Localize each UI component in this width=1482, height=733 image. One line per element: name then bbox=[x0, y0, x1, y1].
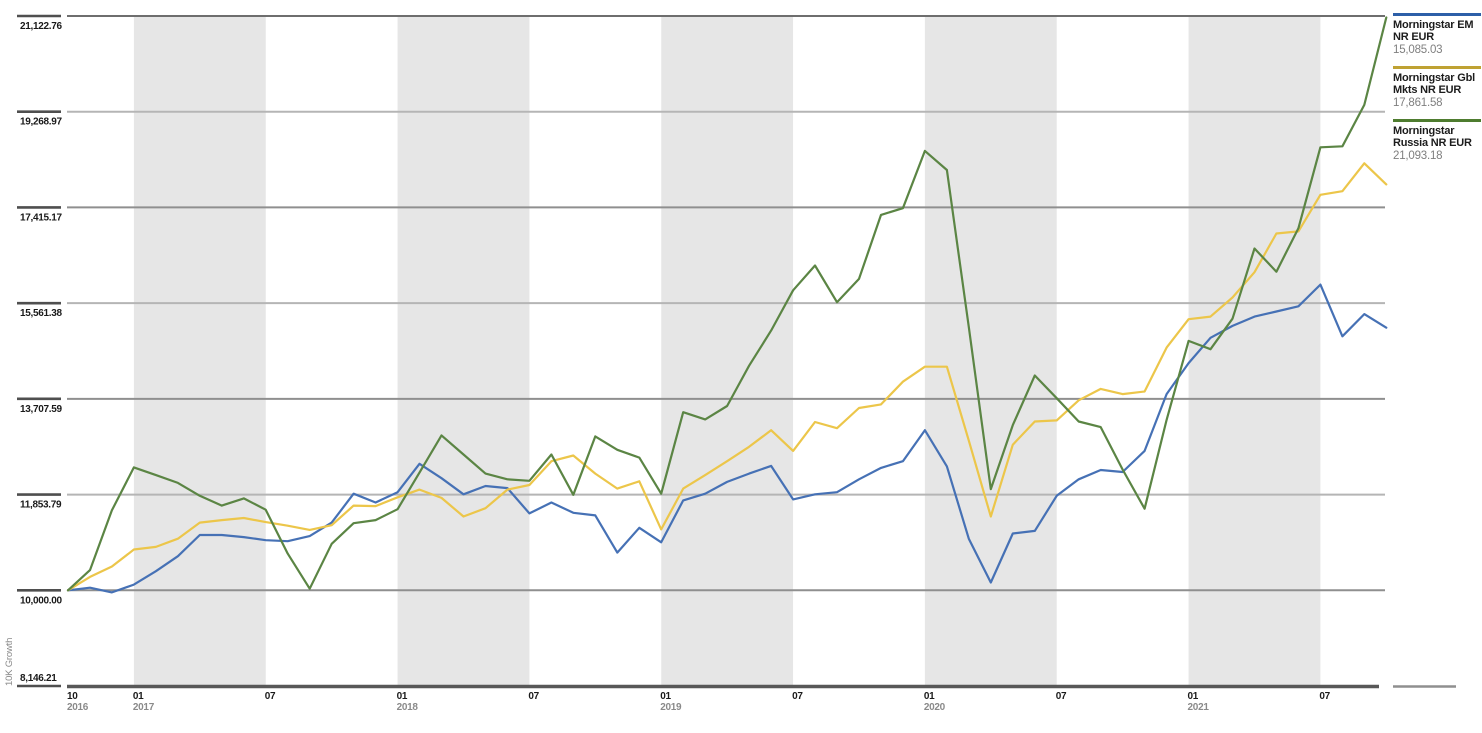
x-tick-year-label: 2020 bbox=[924, 702, 946, 713]
legend-entry-em: Morningstar EM NR EUR 15,085.03 bbox=[1393, 13, 1481, 57]
x-tick-month-label: 07 bbox=[265, 691, 276, 702]
y-tick-label: 10,000.00 bbox=[20, 595, 63, 606]
legend-series-value: 21,093.18 bbox=[1393, 150, 1443, 162]
y-tick-label: 17,415.17 bbox=[20, 212, 63, 223]
x-tick-month-label: 01 bbox=[133, 691, 144, 702]
legend-series-name: Morningstar Gbl Mkts NR EUR bbox=[1393, 72, 1475, 96]
shaded-band bbox=[397, 17, 530, 686]
x-tick-month-label: 01 bbox=[397, 691, 408, 702]
y-tick-label: 8,146.21 bbox=[20, 673, 57, 684]
legend-entry-gbl-mkts: Morningstar Gbl Mkts NR EUR 17,861.58 bbox=[1393, 66, 1481, 110]
x-tick-month-label: 07 bbox=[528, 691, 539, 702]
chart-legend: Morningstar EM NR EUR 15,085.03 Mornings… bbox=[1393, 13, 1481, 172]
legend-entry-russia: Morningstar Russia NR EUR 21,093.18 bbox=[1393, 119, 1481, 163]
x-tick-year-label: 2016 bbox=[67, 702, 89, 713]
legend-series-name: Morningstar EM NR EUR bbox=[1393, 19, 1474, 43]
legend-series-name: Morningstar Russia NR EUR bbox=[1393, 125, 1472, 149]
x-tick-month-label: 07 bbox=[1319, 691, 1330, 702]
y-tick-label: 13,707.59 bbox=[20, 404, 63, 415]
legend-series-value: 15,085.03 bbox=[1393, 44, 1443, 56]
legend-series-value: 17,861.58 bbox=[1393, 97, 1443, 109]
shaded-band bbox=[661, 17, 794, 686]
x-tick-year-label: 2018 bbox=[397, 702, 419, 713]
x-tick-month-label: 07 bbox=[792, 691, 803, 702]
shaded-band bbox=[133, 17, 266, 686]
x-tick-month-label: 01 bbox=[660, 691, 671, 702]
x-tick-year-label: 2019 bbox=[660, 702, 682, 713]
series-line-morningstar-em-nr-eur bbox=[66, 283, 1388, 594]
y-tick-label: 21,122.76 bbox=[20, 21, 63, 32]
shaded-band bbox=[924, 17, 1057, 686]
shaded-band bbox=[1188, 17, 1321, 686]
x-tick-month-label: 01 bbox=[924, 691, 935, 702]
y-tick-label: 19,268.97 bbox=[20, 117, 63, 128]
x-tick-month-label: 07 bbox=[1056, 691, 1067, 702]
x-tick-year-label: 2017 bbox=[133, 702, 155, 713]
series-line-morningstar-gbl-mkts-nr-eur bbox=[66, 162, 1388, 592]
y-axis-title: 10K Growth bbox=[4, 638, 15, 686]
series-line-morningstar-russia-nr-eur bbox=[66, 16, 1388, 592]
x-tick-year-label: 2021 bbox=[1188, 702, 1210, 713]
y-tick-label: 15,561.38 bbox=[20, 308, 63, 319]
x-tick-month-label: 10 bbox=[67, 691, 78, 702]
y-tick-label: 11,853.79 bbox=[20, 500, 62, 511]
x-tick-month-label: 01 bbox=[1188, 691, 1199, 702]
